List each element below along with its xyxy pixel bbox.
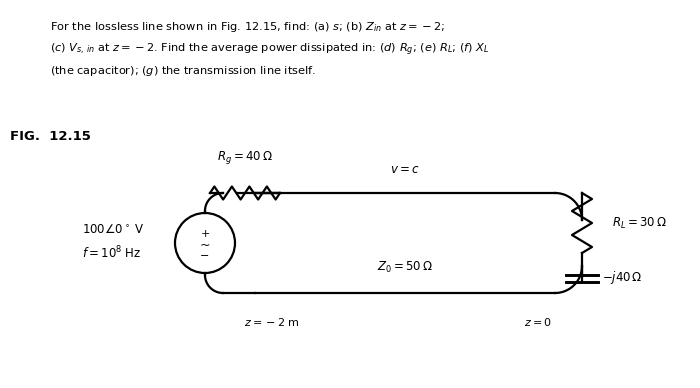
Text: $100\angle 0^\circ$ V: $100\angle 0^\circ$ V bbox=[82, 223, 145, 237]
Text: $v = c$: $v = c$ bbox=[390, 163, 420, 176]
Text: $R_g = 40\,\Omega$: $R_g = 40\,\Omega$ bbox=[217, 149, 273, 166]
Text: ~: ~ bbox=[199, 239, 210, 251]
Text: $z = -2$ m: $z = -2$ m bbox=[244, 316, 300, 328]
Text: $z = 0$: $z = 0$ bbox=[524, 316, 552, 328]
Text: $(c)$ $V_{s,\,in}$ at $z = -2$. Find the average power dissipated in: $(d)$ $R_g: $(c)$ $V_{s,\,in}$ at $z = -2$. Find the… bbox=[50, 42, 489, 59]
Text: $R_L = 30\,\Omega$: $R_L = 30\,\Omega$ bbox=[612, 215, 667, 230]
Text: (the capacitor); $(g)$ the transmission line itself.: (the capacitor); $(g)$ the transmission … bbox=[50, 64, 316, 78]
Text: For the lossless line shown in Fig. 12.15, find: (a) $s$; (b) $Z_{in}$ at $z = -: For the lossless line shown in Fig. 12.1… bbox=[50, 20, 445, 34]
Text: $Z_0 = 50\,\Omega$: $Z_0 = 50\,\Omega$ bbox=[377, 260, 433, 275]
Text: $-j40\,\Omega$: $-j40\,\Omega$ bbox=[602, 270, 643, 286]
Text: $f = 10^8$ Hz: $f = 10^8$ Hz bbox=[82, 245, 141, 261]
Text: +: + bbox=[200, 229, 210, 239]
Text: FIG.  12.15: FIG. 12.15 bbox=[10, 130, 91, 143]
Text: −: − bbox=[200, 251, 210, 261]
